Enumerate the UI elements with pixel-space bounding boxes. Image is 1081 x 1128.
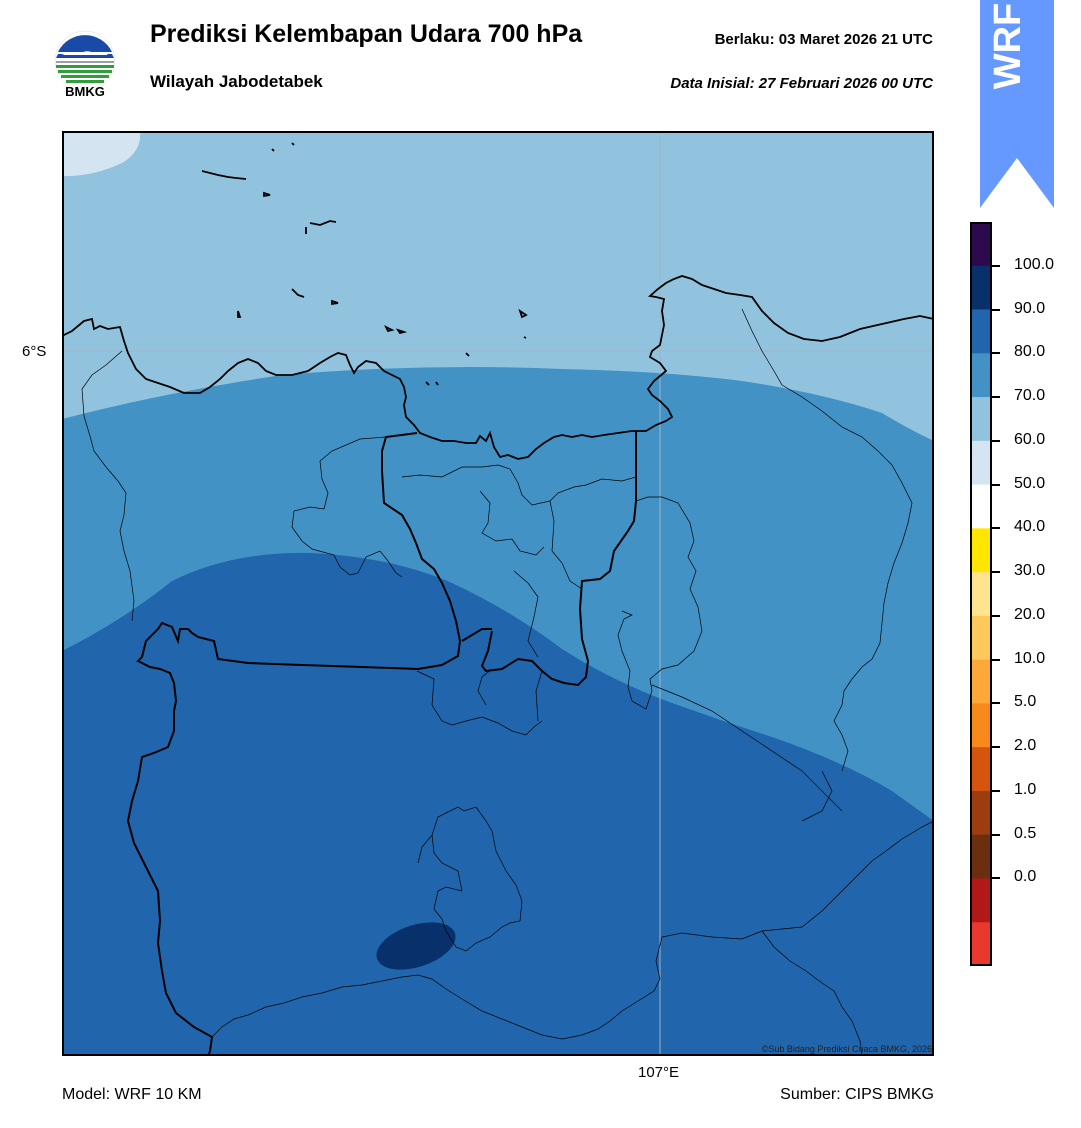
humidity-map [62, 131, 934, 1056]
colorbar-tick [992, 702, 1000, 705]
copyright-text: ©Sub Bidang Prediksi Cuaca BMKG, 2026 [761, 1044, 932, 1054]
colorbar-segment [970, 572, 992, 617]
model-label: Model: WRF 10 KM [62, 1086, 202, 1103]
colorbar-segment [970, 747, 992, 792]
colorbar-tick-label: 30.0 [1014, 562, 1046, 580]
logo-text: BMKG [65, 84, 105, 99]
colorbar-segment [970, 309, 992, 354]
colorbar-segment [970, 397, 992, 442]
colorbar-tick [992, 746, 1000, 749]
colorbar-tick [992, 833, 1000, 836]
colorbar-tick-label: 40.0 [1014, 518, 1046, 536]
map-frame [62, 131, 934, 1056]
colorbar-tick [992, 658, 1000, 661]
valid-time: Berlaku: 03 Maret 2026 21 UTC [714, 31, 933, 48]
colorbar-segment [970, 353, 992, 398]
colorbar-segment [970, 878, 992, 923]
humidity-zone-90-100 [376, 922, 456, 970]
colorbar-segment [970, 834, 992, 879]
colorbar-tick [992, 352, 1000, 355]
regency-boundaries [81, 308, 934, 1056]
wrf-badge-shape [980, 0, 1054, 208]
colorbar-segment [970, 222, 992, 267]
colorbar-segment [970, 440, 992, 486]
colorbar-tick [992, 264, 1000, 267]
colorbar-tick-label: 1.0 [1014, 780, 1037, 798]
colorbar-tick-label: 90.0 [1014, 299, 1046, 317]
colorbar-segment [970, 659, 992, 704]
colorbar-frame [970, 222, 992, 966]
colorbar-tick [992, 439, 1000, 442]
wrf-badge-text: WRF [987, 3, 1029, 90]
colorbar [970, 222, 992, 966]
wrf-badge: WRF [980, 0, 1054, 208]
humidity-zone-50-60 [62, 131, 141, 177]
colorbar-segment [970, 484, 992, 529]
colorbar-tick-label: 0.0 [1014, 868, 1037, 886]
colorbar-tick-label: 2.0 [1014, 737, 1037, 755]
source-label: Sumber: CIPS BMKG [780, 1086, 934, 1103]
colorbar-tick [992, 789, 1000, 792]
colorbar-tick-label: 10.0 [1014, 649, 1046, 667]
colorbar-tick [992, 308, 1000, 311]
colorbar-segment [970, 615, 992, 661]
colorbar-tick [992, 527, 1000, 530]
colorbar-tick [992, 483, 1000, 486]
colorbar-tick [992, 571, 1000, 574]
colorbar-segment [970, 790, 992, 836]
colorbar-tick-label: 60.0 [1014, 430, 1046, 448]
coastline [62, 275, 934, 460]
islands [201, 142, 528, 386]
page-title: Prediksi Kelembapan Udara 700 hPa [150, 20, 583, 48]
initial-time: Data Inisial: 27 Februari 2026 00 UTC [670, 75, 933, 92]
colorbar-segment [970, 922, 992, 966]
colorbar-segment [970, 265, 992, 311]
colorbar-segment [970, 528, 992, 573]
colorbar-tick [992, 396, 1000, 399]
colorbar-tick [992, 614, 1000, 617]
latitude-label: 6°S [22, 343, 47, 360]
bmkg-logo [54, 30, 116, 92]
colorbar-segment [970, 703, 992, 748]
colorbar-tick-label: 50.0 [1014, 474, 1046, 492]
humidity-zone-80-90 [62, 552, 934, 1056]
colorbar-tick [992, 877, 1000, 880]
province-boundaries [126, 431, 637, 1056]
page-subtitle: Wilayah Jabodetabek [150, 72, 323, 91]
colorbar-tick-label: 70.0 [1014, 387, 1046, 405]
longitude-label: 107°E [638, 1064, 680, 1081]
colorbar-tick-label: 80.0 [1014, 343, 1046, 361]
colorbar-tick-label: 0.5 [1014, 824, 1037, 842]
colorbar-tick-label: 20.0 [1014, 605, 1046, 623]
colorbar-tick-label: 100.0 [1014, 255, 1055, 273]
colorbar-tick-label: 5.0 [1014, 693, 1037, 711]
